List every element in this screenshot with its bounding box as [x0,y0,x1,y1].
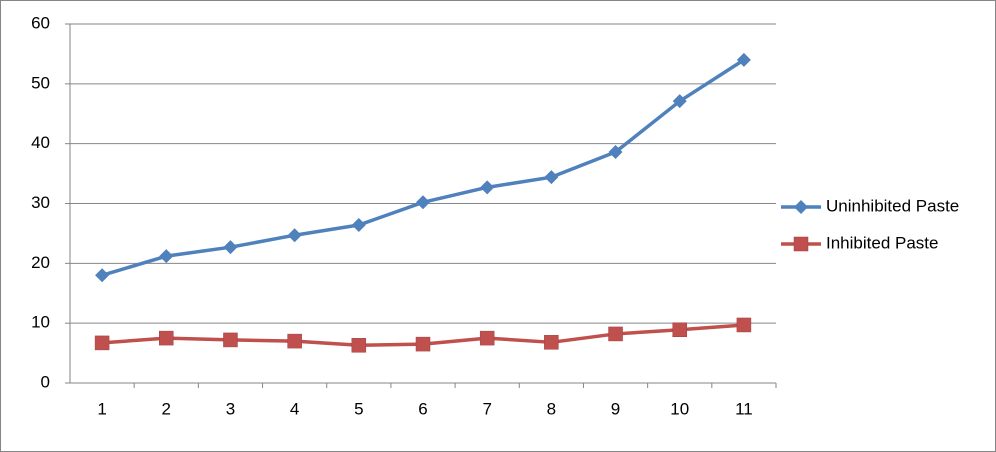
data-point [608,326,623,342]
data-point [351,218,366,233]
x-tick-label: 6 [418,399,427,418]
data-point [287,228,302,243]
legend-label: Uninhibited Paste [826,196,959,215]
x-tick-label: 5 [354,399,363,418]
y-tick-label: 0 [41,372,50,391]
x-tick-label: 10 [670,399,689,418]
x-tick-label: 8 [547,399,556,418]
data-point [608,145,623,160]
legend-marker [794,200,808,214]
data-point [415,336,431,352]
data-point [159,330,174,346]
x-tick-label: 2 [162,399,171,418]
x-tick-label: 9 [611,399,620,418]
data-point [736,52,751,67]
x-tick-label: 3 [226,399,235,418]
x-tick-label: 1 [97,399,106,418]
data-point [416,195,430,210]
y-tick-label: 30 [31,193,50,212]
data-point [672,94,687,109]
data-point [287,333,302,349]
data-point [736,317,752,333]
data-point [223,332,238,348]
data-point [94,335,110,351]
data-point [479,330,495,346]
data-point [351,338,367,353]
data-point [544,170,559,185]
data-point [223,240,238,255]
data-point [544,335,559,350]
y-tick-label: 50 [31,73,50,92]
y-tick-label: 60 [31,13,50,32]
y-tick-label: 40 [31,133,50,152]
data-point [95,268,110,283]
x-tick-label: 7 [482,399,491,418]
y-tick-label: 10 [31,313,50,332]
legend-label: Inhibited Paste [826,233,938,252]
data-point [480,180,495,195]
y-tick-label: 20 [31,253,50,272]
legend-marker [793,236,809,252]
x-tick-label: 11 [735,399,753,418]
x-tick-label: 4 [290,399,299,418]
data-point [159,249,174,264]
data-point [672,322,687,337]
